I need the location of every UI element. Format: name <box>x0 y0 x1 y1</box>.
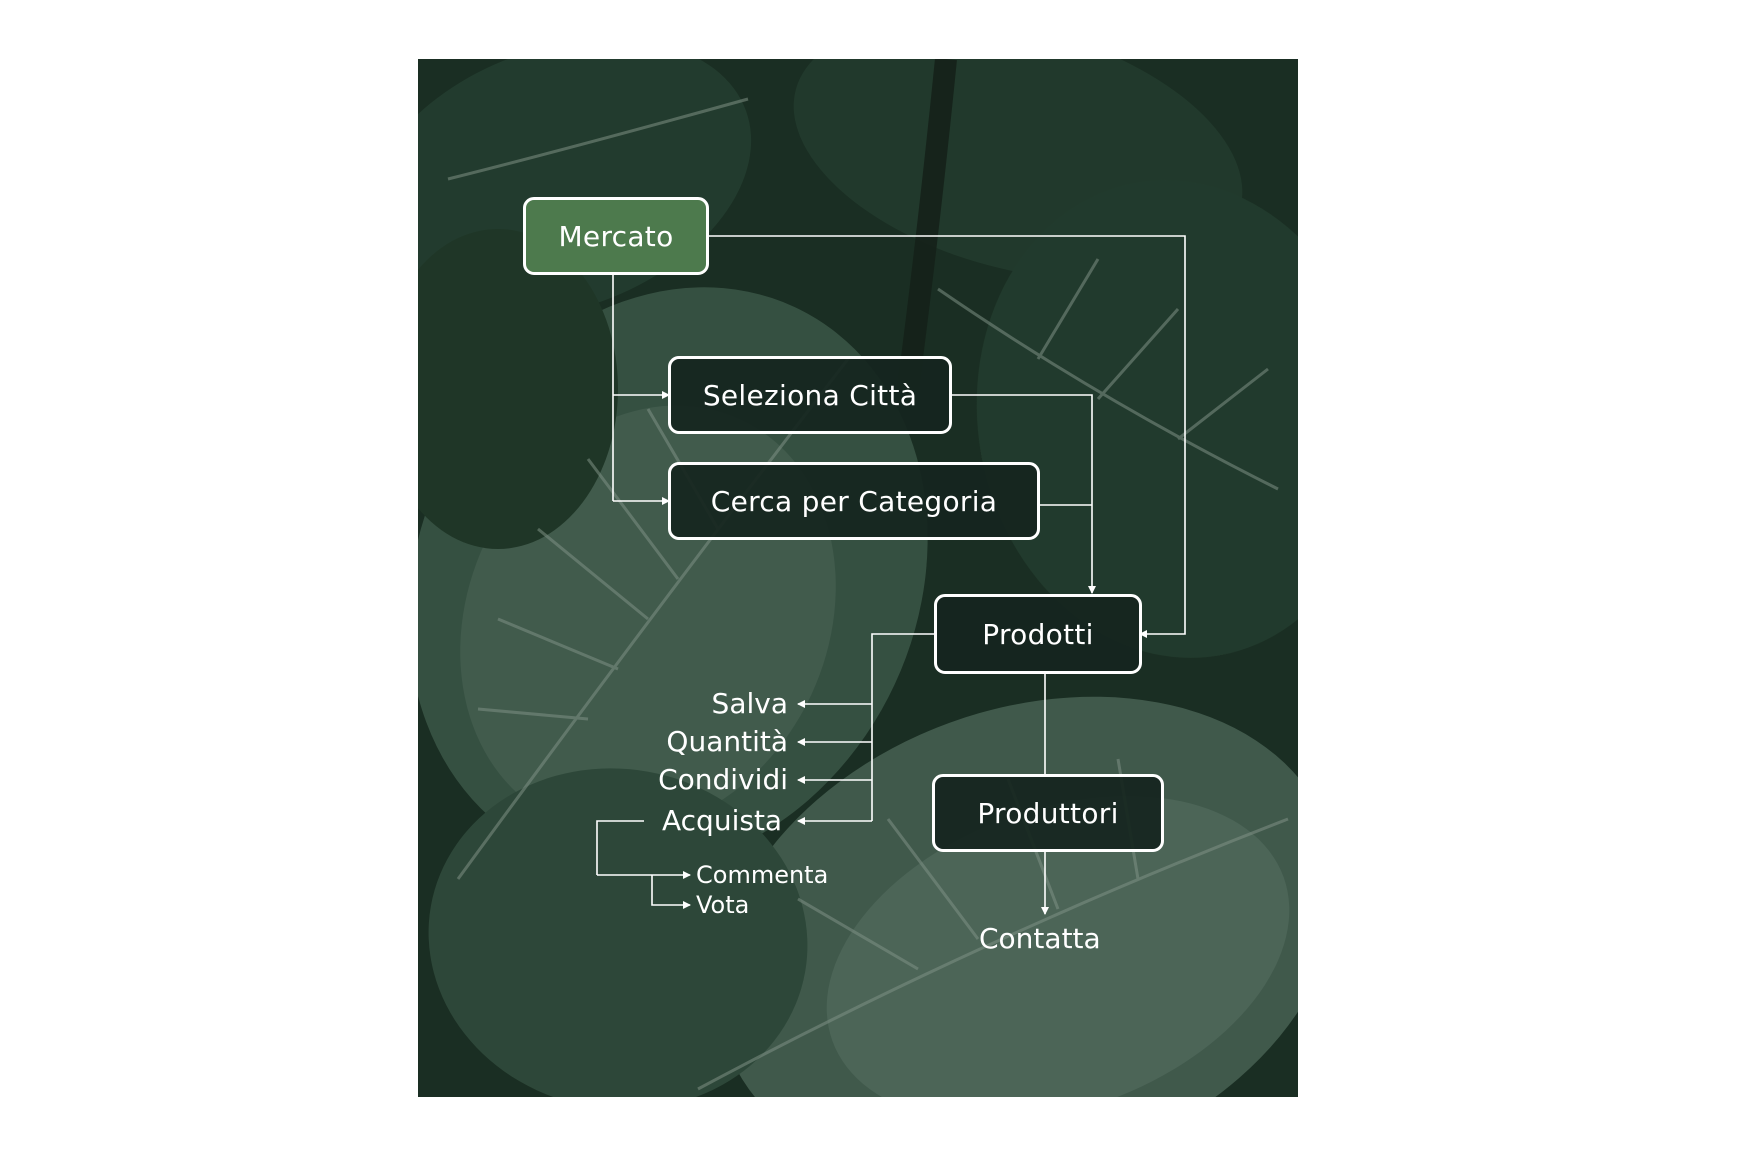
node-produttori[interactable]: Produttori <box>932 774 1164 852</box>
action-condividi[interactable]: Condividi <box>658 763 788 796</box>
action-contatta[interactable]: Contatta <box>979 922 1101 955</box>
connector-mercato-prodotti <box>707 235 1186 638</box>
leaf-photo-background <box>418 59 1298 1097</box>
node-mercato[interactable]: Mercato <box>523 197 709 275</box>
node-prodotti[interactable]: Prodotti <box>934 594 1142 674</box>
action-quantita[interactable]: Quantità <box>666 725 788 758</box>
action-acquista[interactable]: Acquista <box>662 804 783 837</box>
connector-seleziona-prodotti <box>952 394 1096 594</box>
action-vota[interactable]: Vota <box>696 891 750 919</box>
connector-prodotti-actions <box>871 633 934 821</box>
action-commenta[interactable]: Commenta <box>696 861 829 889</box>
connector-arrows <box>596 235 1186 915</box>
node-seleziona-citta[interactable]: Seleziona Città <box>668 356 952 434</box>
connector-commenta-vota <box>651 875 691 909</box>
connector-acquista-down <box>596 820 644 875</box>
node-cerca-per-categoria[interactable]: Cerca per Categoria <box>668 462 1040 540</box>
action-salva[interactable]: Salva <box>711 687 788 720</box>
leaf-background-panel: Mercato Seleziona Città Cerca per Catego… <box>418 59 1298 1097</box>
